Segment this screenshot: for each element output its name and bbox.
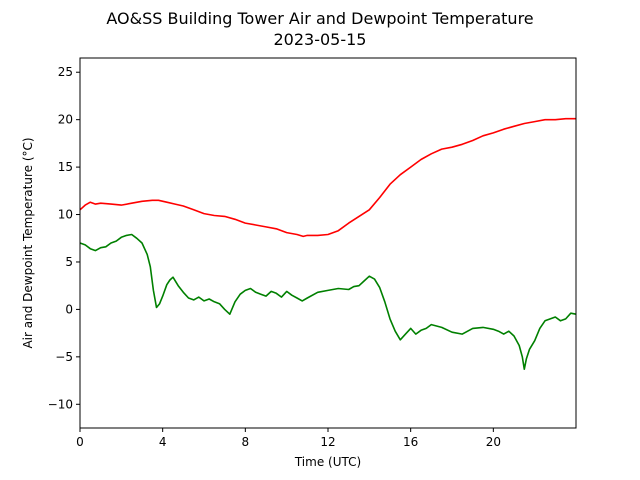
- series-line-1: [79, 233, 577, 371]
- x-tick-label: 4: [159, 435, 167, 449]
- y-axis-label: Air and Dewpoint Temperature (°C): [21, 137, 35, 348]
- chart-subtitle: 2023-05-15: [274, 30, 367, 49]
- x-tick-label: 20: [486, 435, 501, 449]
- y-tick-label: 10: [58, 208, 73, 222]
- y-axis-ticks: −10 −5 0 5 10 15 20 25: [48, 65, 80, 411]
- y-tick-label: 15: [58, 160, 73, 174]
- x-tick-label: 16: [403, 435, 418, 449]
- y-tick-label: 5: [65, 255, 73, 269]
- x-tick-label: 0: [76, 435, 84, 449]
- series-lines: [79, 117, 577, 371]
- x-tick-label: 8: [242, 435, 250, 449]
- y-tick-label: 20: [58, 113, 73, 127]
- y-tick-label: 25: [58, 65, 73, 79]
- chart-title: AO&SS Building Tower Air and Dewpoint Te…: [106, 9, 533, 28]
- x-tick-label: 12: [320, 435, 335, 449]
- plot-frame: [79, 57, 577, 429]
- series-line-0: [79, 117, 576, 238]
- y-tick-label: −5: [55, 350, 73, 364]
- x-axis-label: Time (UTC): [294, 455, 361, 469]
- y-tick-label: −10: [48, 397, 73, 411]
- y-tick-label: 0: [65, 302, 73, 316]
- x-axis-ticks: 0 4 8 12 16 20: [76, 428, 501, 449]
